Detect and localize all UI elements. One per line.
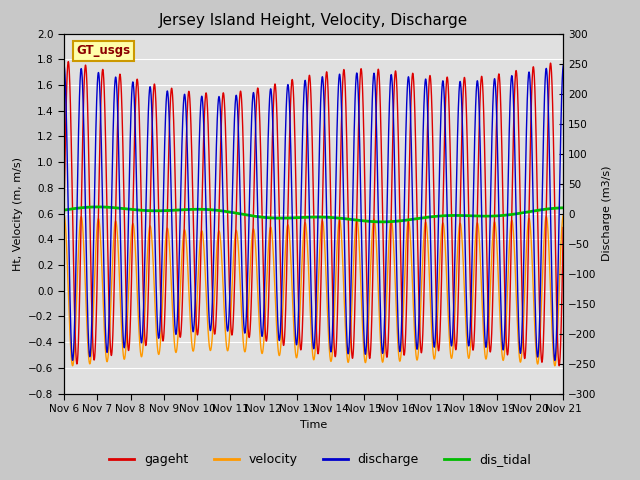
Legend: gageht, velocity, discharge, dis_tidal: gageht, velocity, discharge, dis_tidal: [104, 448, 536, 471]
X-axis label: Time: Time: [300, 420, 327, 430]
Y-axis label: Ht, Velocity (m, m/s): Ht, Velocity (m, m/s): [13, 156, 23, 271]
Title: Jersey Island Height, Velocity, Discharge: Jersey Island Height, Velocity, Discharg…: [159, 13, 468, 28]
Y-axis label: Discharge (m3/s): Discharge (m3/s): [602, 166, 612, 261]
Text: GT_usgs: GT_usgs: [77, 44, 131, 58]
